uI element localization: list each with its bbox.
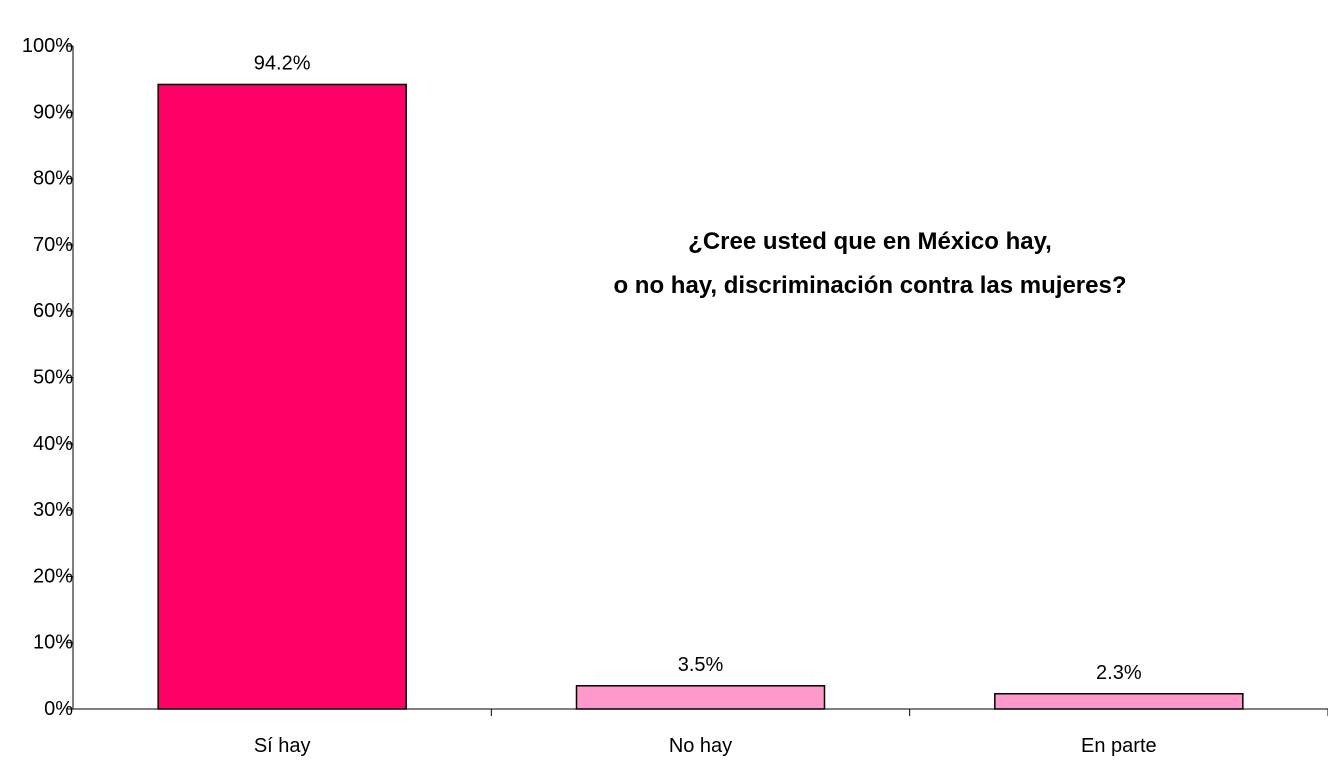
data-label: 94.2% [254,52,311,74]
category-label: En parte [1081,735,1157,757]
y-tick-label: 20% [33,565,73,587]
bar [994,693,1244,710]
category-label: Sí hay [254,735,311,757]
y-tick-label: 10% [33,632,73,654]
y-tick-label: 30% [33,499,73,521]
bar [157,83,407,710]
category-label: No hay [669,735,732,757]
chart-axes: 0% 10% 20% 30% 40% 50% 60% 70% 80% 90% 100% [22,35,1328,720]
chart-title-line-1: ¿Cree usted que en México hay, [688,228,1052,255]
bar [575,685,826,710]
data-label: 2.3% [1096,662,1142,684]
data-label: 3.5% [678,654,724,676]
chart-title-line-2: o no hay, discriminación contra las muje… [613,272,1127,299]
chart-labels: 94.2% Sí hay 3.5% No hay 2.3% En parte [254,52,1157,757]
y-tick-label: 60% [33,300,73,322]
y-tick-label: 50% [33,367,73,389]
y-tick-label: 100% [22,35,73,57]
y-tick-label: 40% [33,433,73,455]
y-tick-label: 70% [33,234,73,256]
y-tick-label: 80% [33,168,73,190]
y-tick-label: 90% [33,101,73,123]
chart-bars [157,83,1244,710]
y-tick-label: 0% [44,698,73,720]
